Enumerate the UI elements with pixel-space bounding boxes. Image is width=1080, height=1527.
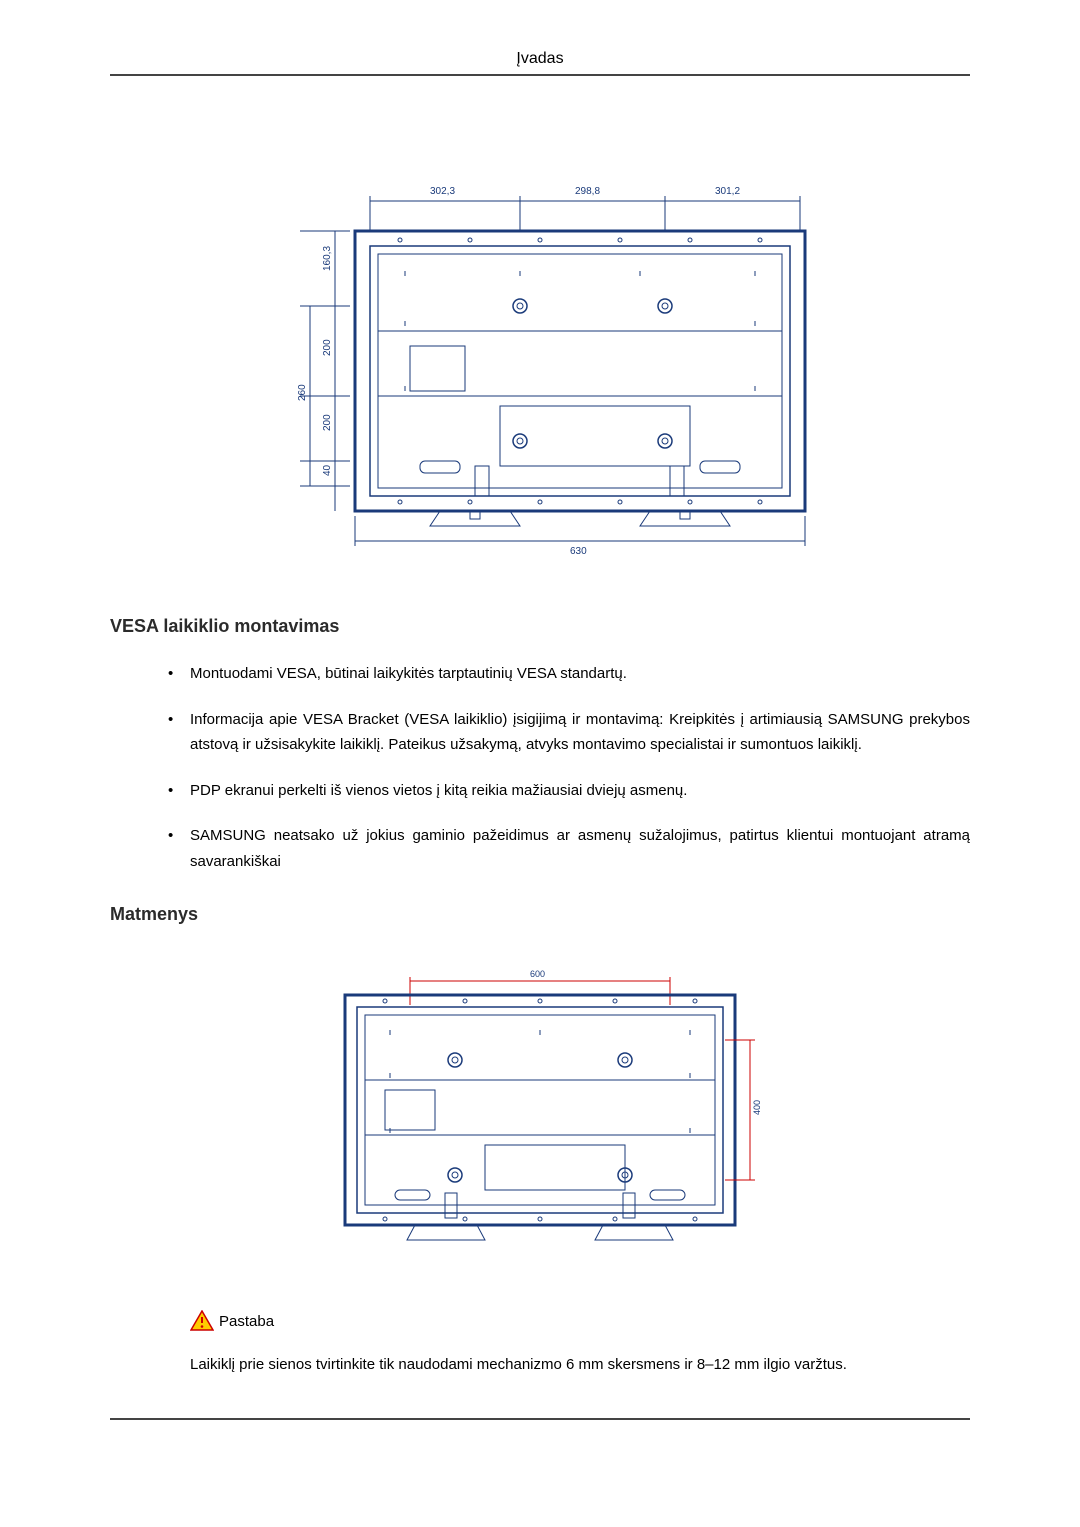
svg-text:600: 600 xyxy=(530,969,545,979)
bullet-item: Montuodami VESA, būtinai laikykitės tarp… xyxy=(190,661,970,687)
svg-text:298,8: 298,8 xyxy=(575,186,600,197)
svg-text:160,3: 160,3 xyxy=(322,246,333,271)
svg-text:301,2: 301,2 xyxy=(715,186,740,197)
note-block: Pastaba Laikiklį prie sienos tvirtinkite… xyxy=(110,1310,970,1378)
note-label-row: Pastaba xyxy=(190,1310,970,1332)
svg-text:260: 260 xyxy=(297,384,308,401)
note-body-text: Laikiklį prie sienos tvirtinkite tik nau… xyxy=(190,1352,970,1378)
note-label-text: Pastaba xyxy=(219,1313,274,1330)
warning-icon xyxy=(190,1310,214,1332)
svg-text:302,3: 302,3 xyxy=(430,186,455,197)
bullet-item: Informacija apie VESA Bracket (VESA laik… xyxy=(190,707,970,758)
page-header-title: Įvadas xyxy=(110,50,970,76)
dimensions-diagram-2: 600 xyxy=(315,965,765,1265)
svg-text:630: 630 xyxy=(570,546,587,556)
mounting-diagram-1: 302,3 298,8 301,2 xyxy=(270,176,810,556)
section-heading-dimensions: Matmenys xyxy=(110,904,970,925)
svg-text:200: 200 xyxy=(322,414,333,431)
svg-text:40: 40 xyxy=(322,464,333,476)
vesa-bullet-list: Montuodami VESA, būtinai laikykitės tarp… xyxy=(110,661,970,874)
section-heading-vesa: VESA laikiklio montavimas xyxy=(110,616,970,637)
bullet-item: SAMSUNG neatsako už jokius gaminio pažei… xyxy=(190,823,970,874)
svg-text:200: 200 xyxy=(322,339,333,356)
svg-text:400: 400 xyxy=(752,1100,762,1115)
footer-divider xyxy=(110,1418,970,1420)
bullet-item: PDP ekranui perkelti iš vienos vietos į … xyxy=(190,778,970,804)
